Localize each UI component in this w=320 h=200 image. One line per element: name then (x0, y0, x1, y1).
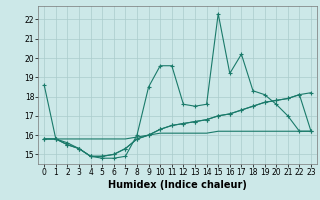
X-axis label: Humidex (Indice chaleur): Humidex (Indice chaleur) (108, 180, 247, 190)
